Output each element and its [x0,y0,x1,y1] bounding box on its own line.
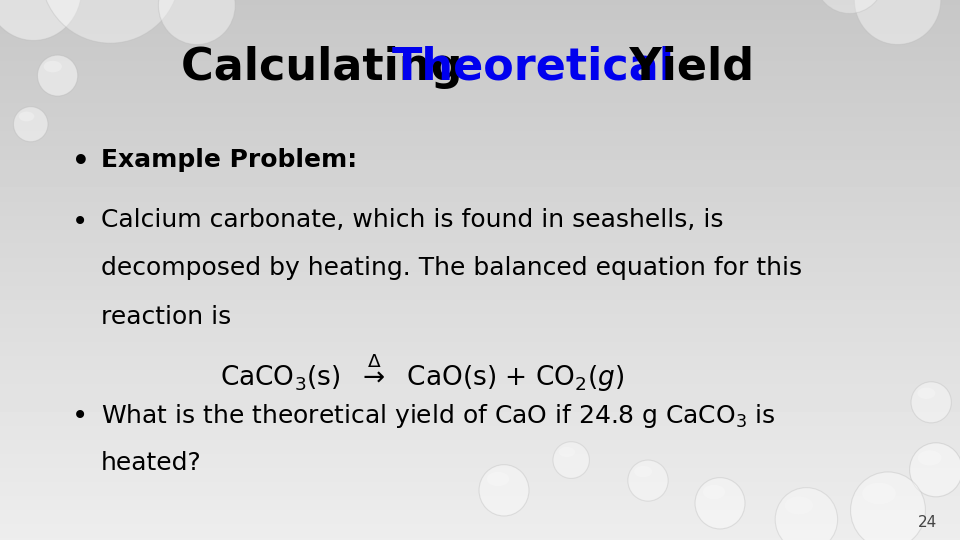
Text: heated?: heated? [101,451,202,475]
Text: Calculating: Calculating [180,46,477,89]
Ellipse shape [19,112,35,122]
Text: 24: 24 [918,515,937,530]
Ellipse shape [37,55,78,96]
Ellipse shape [815,0,884,14]
Ellipse shape [41,0,180,43]
Ellipse shape [158,0,235,44]
Ellipse shape [854,0,941,45]
Ellipse shape [479,464,529,516]
Ellipse shape [775,488,837,540]
Ellipse shape [918,388,935,399]
Ellipse shape [0,0,82,40]
Ellipse shape [703,485,725,499]
Ellipse shape [13,106,48,141]
Text: •: • [72,208,88,236]
Ellipse shape [487,472,509,486]
Ellipse shape [44,61,61,72]
Text: •: • [72,402,88,430]
Text: •: • [72,148,89,177]
Ellipse shape [918,450,942,465]
Ellipse shape [559,447,575,457]
Text: Yield: Yield [614,46,755,89]
Text: decomposed by heating. The balanced equation for this: decomposed by heating. The balanced equa… [101,256,802,280]
Ellipse shape [553,442,589,478]
Text: CaCO$_3$(s)  $\overset{\Delta}{\rightarrow}$  CaO(s) + CO$_2$($g$): CaCO$_3$(s) $\overset{\Delta}{\rightarro… [220,352,625,394]
Text: What is the theoretical yield of CaO if 24.8 g CaCO$_3$ is: What is the theoretical yield of CaO if … [101,402,776,430]
Text: Theoretical: Theoretical [392,46,675,89]
Ellipse shape [910,443,960,497]
Text: Calcium carbonate, which is found in seashells, is: Calcium carbonate, which is found in sea… [101,208,723,232]
Ellipse shape [785,497,813,515]
Ellipse shape [911,382,951,423]
Ellipse shape [628,460,668,501]
Text: reaction is: reaction is [101,305,231,329]
Ellipse shape [695,477,745,529]
Ellipse shape [862,483,896,504]
Text: Example Problem:: Example Problem: [101,148,357,172]
Ellipse shape [635,466,652,477]
Ellipse shape [851,472,925,540]
